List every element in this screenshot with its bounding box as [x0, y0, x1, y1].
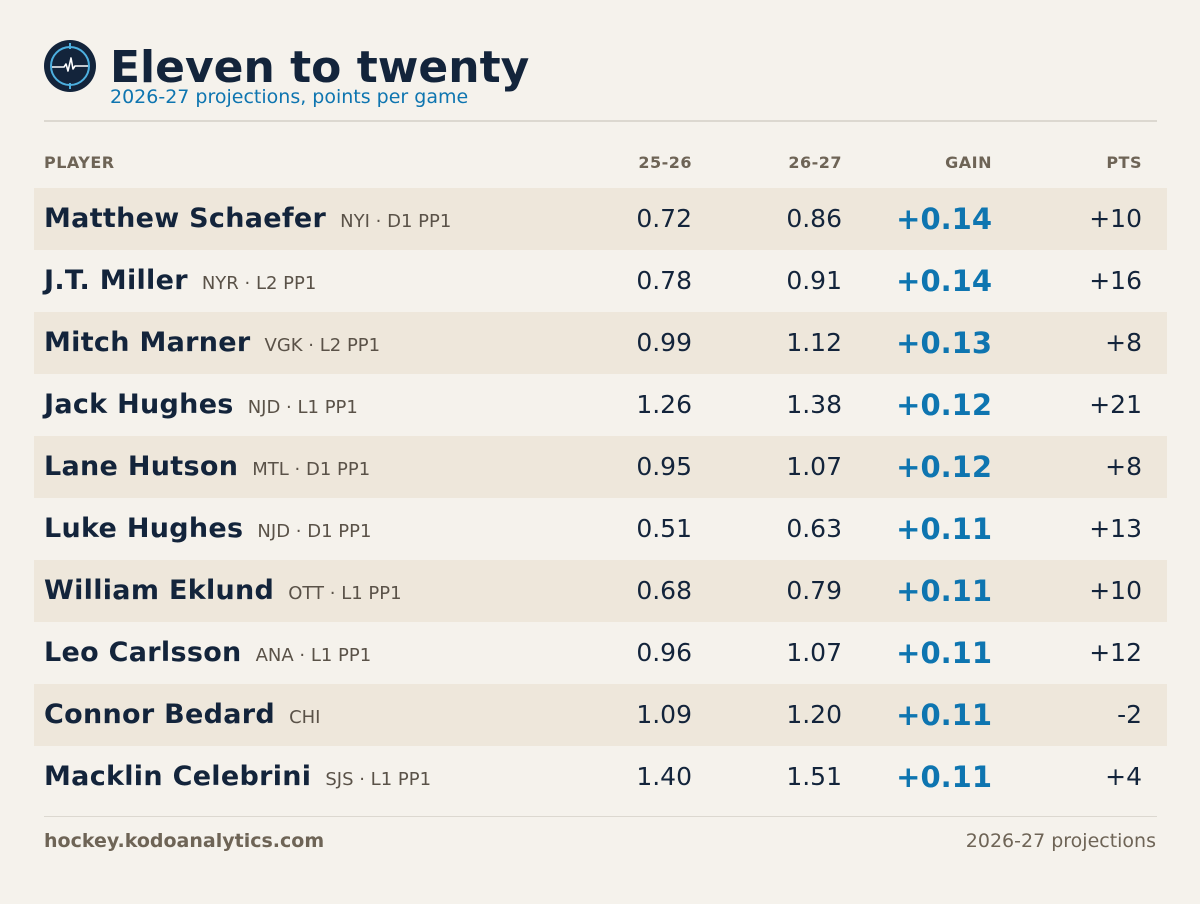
player-cell: Leo Carlsson ANA · L1 PP1 [44, 622, 371, 684]
next-season-value: 1.38 [786, 390, 842, 419]
gain-value: +0.11 [896, 760, 992, 794]
player-name: Luke Hughes [44, 513, 244, 544]
prev-season-value: 0.95 [636, 452, 692, 481]
column-header-next: 26-27 [788, 153, 842, 172]
prev-season-value: 0.72 [636, 204, 692, 233]
next-season-value: 0.86 [786, 204, 842, 233]
table-row: Macklin Celebrini SJS · L1 PP1 1.40 1.51 +0.… [34, 746, 1167, 808]
prev-season-value: 0.78 [636, 266, 692, 295]
pts-value: +10 [1089, 204, 1142, 233]
pts-value: +8 [1105, 452, 1142, 481]
pts-value: +12 [1089, 638, 1142, 667]
pts-value: +4 [1105, 762, 1142, 791]
table-body: Matthew Schaefer NYI · D1 PP1 0.72 0.86 +0.1… [34, 188, 1167, 808]
header-divider [44, 120, 1157, 122]
next-season-value: 1.12 [786, 328, 842, 357]
prev-season-value: 0.51 [636, 514, 692, 543]
player-cell: J.T. Miller NYR · L2 PP1 [44, 250, 316, 312]
player-team-line: SJS · L1 PP1 [325, 769, 432, 790]
pts-value: +16 [1089, 266, 1142, 295]
prev-season-value: 0.99 [636, 328, 692, 357]
prev-season-value: 1.40 [636, 762, 692, 791]
table-row: Matthew Schaefer NYI · D1 PP1 0.72 0.86 +0.1… [34, 188, 1167, 250]
player-team-line: OTT · L1 PP1 [288, 583, 402, 604]
gain-value: +0.12 [896, 388, 992, 422]
gain-value: +0.13 [896, 326, 992, 360]
gain-value: +0.14 [896, 202, 992, 236]
player-name: J.T. Miller [44, 265, 188, 296]
player-team-line: MTL · D1 PP1 [252, 459, 371, 480]
prev-season-value: 1.09 [636, 700, 692, 729]
next-season-value: 0.91 [786, 266, 842, 295]
column-header-pts: PTS [1106, 153, 1142, 172]
prev-season-value: 0.96 [636, 638, 692, 667]
next-season-value: 1.51 [786, 762, 842, 791]
player-name: Connor Bedard [44, 699, 276, 730]
prev-season-value: 1.26 [636, 390, 692, 419]
player-team-line: NJD · L1 PP1 [247, 397, 358, 418]
gain-value: +0.11 [896, 636, 992, 670]
player-team-line: NYI · D1 PP1 [340, 211, 452, 232]
next-season-value: 0.63 [786, 514, 842, 543]
player-cell: Luke Hughes NJD · D1 PP1 [44, 498, 371, 560]
player-team-line: CHI [289, 707, 321, 728]
footer-site-link[interactable]: hockey.kodoanalytics.com [44, 830, 325, 852]
pts-value: +13 [1089, 514, 1142, 543]
next-season-value: 1.07 [786, 452, 842, 481]
next-season-value: 1.20 [786, 700, 842, 729]
player-name: Matthew Schaefer [44, 203, 327, 234]
player-team-line: ANA · L1 PP1 [255, 645, 372, 666]
pts-value: +10 [1089, 576, 1142, 605]
player-cell: Matthew Schaefer NYI · D1 PP1 [44, 188, 451, 250]
footer-divider [44, 816, 1157, 817]
player-team-line: NYR · L2 PP1 [201, 273, 317, 294]
column-header-player: PLAYER [44, 153, 115, 172]
player-team-line: VGK · L2 PP1 [264, 335, 381, 356]
player-cell: Jack Hughes NJD · L1 PP1 [44, 374, 358, 436]
pts-value: -2 [1117, 700, 1142, 729]
table-row: William Eklund OTT · L1 PP1 0.68 0.79 +0.11 +… [34, 560, 1167, 622]
table-row: Connor Bedard CHI 1.09 1.20 +0.11 -2 [34, 684, 1167, 746]
table-row: Lane Hutson MTL · D1 PP1 0.95 1.07 +0.12 +8 [34, 436, 1167, 498]
pts-value: +8 [1105, 328, 1142, 357]
player-name: Mitch Marner [44, 327, 251, 358]
player-name: Jack Hughes [44, 389, 234, 420]
table-row: Mitch Marner VGK · L2 PP1 0.99 1.12 +0.13 +8 [34, 312, 1167, 374]
player-name: William Eklund [44, 575, 275, 606]
column-header-prev: 25-26 [638, 153, 692, 172]
gain-value: +0.11 [896, 512, 992, 546]
gain-value: +0.12 [896, 450, 992, 484]
page-subtitle: 2026-27 projections, points per game [110, 86, 469, 108]
player-cell: Connor Bedard CHI [44, 684, 320, 746]
column-header-gain: GAIN [945, 153, 992, 172]
gain-value: +0.14 [896, 264, 992, 298]
table-row: Leo Carlsson ANA · L1 PP1 0.96 1.07 +0.11 +12 [34, 622, 1167, 684]
next-season-value: 1.07 [786, 638, 842, 667]
hockey-puck-heartbeat-icon [44, 40, 96, 92]
gain-value: +0.11 [896, 574, 992, 608]
page-title: Eleven to twenty [110, 42, 530, 93]
player-name: Macklin Celebrini [44, 761, 312, 792]
player-cell: Mitch Marner VGK · L2 PP1 [44, 312, 380, 374]
table-row: J.T. Miller NYR · L2 PP1 0.78 0.91 +0.14 +16 [34, 250, 1167, 312]
prev-season-value: 0.68 [636, 576, 692, 605]
player-name: Leo Carlsson [44, 637, 242, 668]
table-row: Luke Hughes NJD · D1 PP1 0.51 0.63 +0.11 +13 [34, 498, 1167, 560]
table-row: Jack Hughes NJD · L1 PP1 1.26 1.38 +0.12 +21 [34, 374, 1167, 436]
gain-value: +0.11 [896, 698, 992, 732]
next-season-value: 0.79 [786, 576, 842, 605]
player-cell: Lane Hutson MTL · D1 PP1 [44, 436, 370, 498]
footer-note: 2026-27 projections [965, 830, 1156, 852]
player-team-line: NJD · D1 PP1 [257, 521, 372, 542]
player-cell: William Eklund OTT · L1 PP1 [44, 560, 402, 622]
player-cell: Macklin Celebrini SJS · L1 PP1 [44, 746, 431, 808]
pts-value: +21 [1089, 390, 1142, 419]
player-name: Lane Hutson [44, 451, 239, 482]
